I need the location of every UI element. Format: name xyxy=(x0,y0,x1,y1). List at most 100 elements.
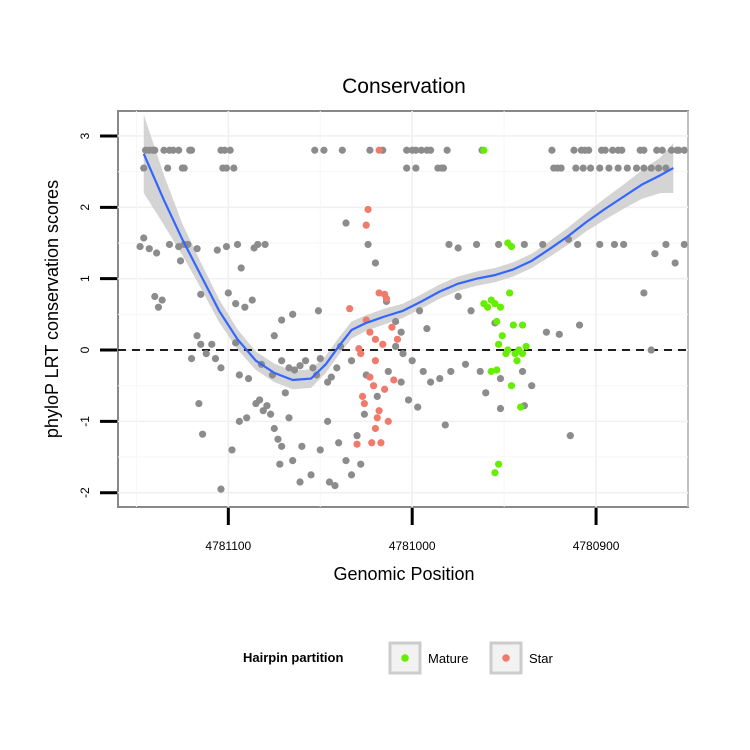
point-other xyxy=(320,146,328,154)
point-other xyxy=(445,240,453,249)
point-other xyxy=(187,354,196,363)
point-other xyxy=(419,367,427,376)
point-other xyxy=(160,146,168,154)
point-mature xyxy=(518,349,527,358)
x-tick-label: 4781100 xyxy=(205,539,251,553)
point-other xyxy=(528,382,536,390)
point-other xyxy=(248,296,256,304)
point-mature xyxy=(498,332,506,340)
point-other xyxy=(461,360,470,368)
x-tick-label: 4780900 xyxy=(573,539,620,553)
point-other xyxy=(548,146,556,154)
point-other xyxy=(285,414,293,422)
point-mature xyxy=(487,367,495,376)
point-other xyxy=(640,146,648,154)
point-mature xyxy=(493,317,501,326)
point-other xyxy=(224,289,232,297)
point-other xyxy=(680,240,688,249)
point-other xyxy=(371,259,380,267)
y-tick-label: 3 xyxy=(78,132,92,139)
y-tick-label: 2 xyxy=(78,204,92,211)
point-other xyxy=(417,146,425,154)
point-other xyxy=(237,264,245,272)
point-star xyxy=(362,221,370,229)
point-other xyxy=(233,240,242,249)
point-star xyxy=(375,407,383,415)
point-other xyxy=(241,303,249,311)
point-other xyxy=(232,339,240,347)
point-other xyxy=(647,164,655,172)
point-other xyxy=(151,146,159,154)
point-other xyxy=(557,164,565,172)
point-other xyxy=(335,439,343,447)
point-other xyxy=(175,146,183,154)
point-other xyxy=(654,164,663,172)
point-mature xyxy=(495,460,503,468)
point-other xyxy=(154,303,163,311)
point-other xyxy=(255,396,264,404)
point-star xyxy=(371,335,380,343)
point-other xyxy=(496,374,505,383)
chart-title: Conservation xyxy=(342,75,466,98)
point-other xyxy=(213,246,221,254)
legend-label-star: Star xyxy=(529,651,554,666)
point-other xyxy=(364,240,372,249)
legend-marker-star xyxy=(502,654,510,662)
point-star xyxy=(357,349,365,358)
legend-marker-mature xyxy=(401,654,409,662)
point-other xyxy=(555,330,563,338)
point-other xyxy=(403,164,411,172)
point-star xyxy=(358,392,367,401)
point-other xyxy=(331,481,339,490)
point-mature xyxy=(522,342,530,351)
point-other xyxy=(426,378,435,386)
point-other xyxy=(175,242,183,251)
point-other xyxy=(164,164,172,172)
point-other xyxy=(640,164,648,172)
point-other xyxy=(610,240,619,249)
point-other xyxy=(566,432,574,440)
point-other xyxy=(366,146,374,154)
point-other xyxy=(640,289,648,297)
point-other xyxy=(618,146,626,154)
point-other xyxy=(136,242,144,251)
point-mature xyxy=(496,303,505,311)
point-mature xyxy=(507,382,516,390)
point-other xyxy=(296,362,304,370)
point-other xyxy=(662,240,670,249)
point-star xyxy=(366,373,374,381)
y-axis-title: phyloP LRT conservation scores xyxy=(42,180,62,438)
point-mature xyxy=(480,146,488,154)
point-other xyxy=(176,257,185,265)
point-other xyxy=(586,164,595,172)
point-other xyxy=(653,146,661,154)
point-mature xyxy=(509,321,517,329)
point-other xyxy=(217,485,225,493)
point-other xyxy=(153,249,161,257)
point-other xyxy=(244,374,253,383)
point-star xyxy=(360,399,368,408)
point-other xyxy=(230,164,238,172)
point-mature xyxy=(493,366,501,374)
point-other xyxy=(285,364,293,372)
point-mature xyxy=(491,469,499,477)
loess-smooth-line xyxy=(142,153,674,382)
point-other xyxy=(274,435,282,443)
point-other xyxy=(226,146,234,154)
point-other xyxy=(675,146,683,154)
point-other xyxy=(312,371,321,379)
point-other xyxy=(539,240,547,249)
point-other xyxy=(454,292,462,301)
point-other xyxy=(298,442,306,450)
point-other xyxy=(222,164,231,172)
point-other xyxy=(658,146,666,154)
x-axis-title: Genomic Position xyxy=(333,564,474,584)
point-other xyxy=(211,354,220,363)
y-axis: -2 -1 0 1 2 3 xyxy=(78,132,117,498)
point-other xyxy=(415,307,424,315)
point-other xyxy=(601,146,609,154)
point-other xyxy=(198,430,207,438)
point-other xyxy=(574,240,582,249)
point-mature xyxy=(502,349,510,358)
